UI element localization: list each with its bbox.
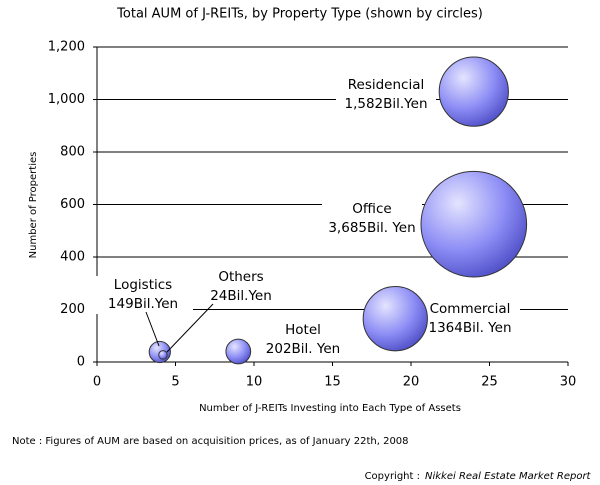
label-background (93, 276, 193, 314)
leader-line (166, 303, 214, 353)
bubble-value-label: 1364Bil. Yen (428, 320, 511, 336)
label-background (322, 200, 422, 238)
chart-title: Total AUM of J-REITs, by Property Type (… (116, 7, 483, 22)
label-background (253, 321, 353, 359)
y-tick-label: 600 (60, 197, 85, 212)
bubble (225, 338, 252, 365)
y-tick-label: 1,000 (48, 92, 85, 107)
x-tick-label: 15 (324, 375, 341, 390)
y-tick-label: 0 (77, 355, 85, 370)
y-axis-label: Number of Properties (28, 152, 39, 259)
bubble-name: Office (352, 201, 391, 217)
copyright-label: Copyright : (365, 471, 420, 482)
bubble (420, 170, 528, 278)
x-tick-label: 25 (481, 375, 498, 390)
x-axis-label: Number of J-REITs Investing into Each Ty… (199, 403, 461, 414)
bubble-name: Residencial (348, 77, 425, 93)
y-tick-label: 800 (60, 145, 85, 160)
x-tick-label: 10 (246, 375, 263, 390)
label-background (336, 76, 436, 114)
bubble-value-label: 149Bil.Yen (108, 296, 178, 312)
x-tick-label: 5 (171, 375, 179, 390)
bubble-value-label: 202Bil. Yen (266, 341, 340, 357)
bubble-value-label: 24Bil.Yen (210, 288, 272, 304)
plot-area: 0 200 400 600 800 1,000 1,200 0 5 10 15 20 25 30 Resid… (48, 40, 576, 390)
bubble-name: Hotel (285, 322, 321, 338)
leader-line (145, 311, 160, 347)
x-tick-label: 20 (403, 375, 420, 390)
bubble (158, 350, 168, 360)
label-background (191, 268, 291, 306)
bubble-value-label: 3,685Bil. Yen (328, 220, 415, 236)
bubble (362, 286, 428, 352)
x-tick-label: 30 (560, 375, 577, 390)
bubble-name: Others (218, 269, 263, 285)
bubble-name: Commercial (430, 301, 511, 317)
bubble (438, 56, 509, 127)
label-background (420, 300, 520, 338)
y-tick-label: 400 (60, 250, 85, 265)
y-tick-label: 1,200 (48, 40, 85, 55)
bubble-value-label: 1,582Bil.Yen (344, 96, 427, 112)
y-tick-label: 200 (60, 302, 85, 317)
note: Note : Figures of AUM are based on acqui… (12, 436, 409, 447)
copyright-source: Nikkei Real Estate Market Report (425, 471, 592, 482)
x-tick-label: 0 (93, 375, 101, 390)
bubble-name: Logistics (114, 277, 172, 293)
